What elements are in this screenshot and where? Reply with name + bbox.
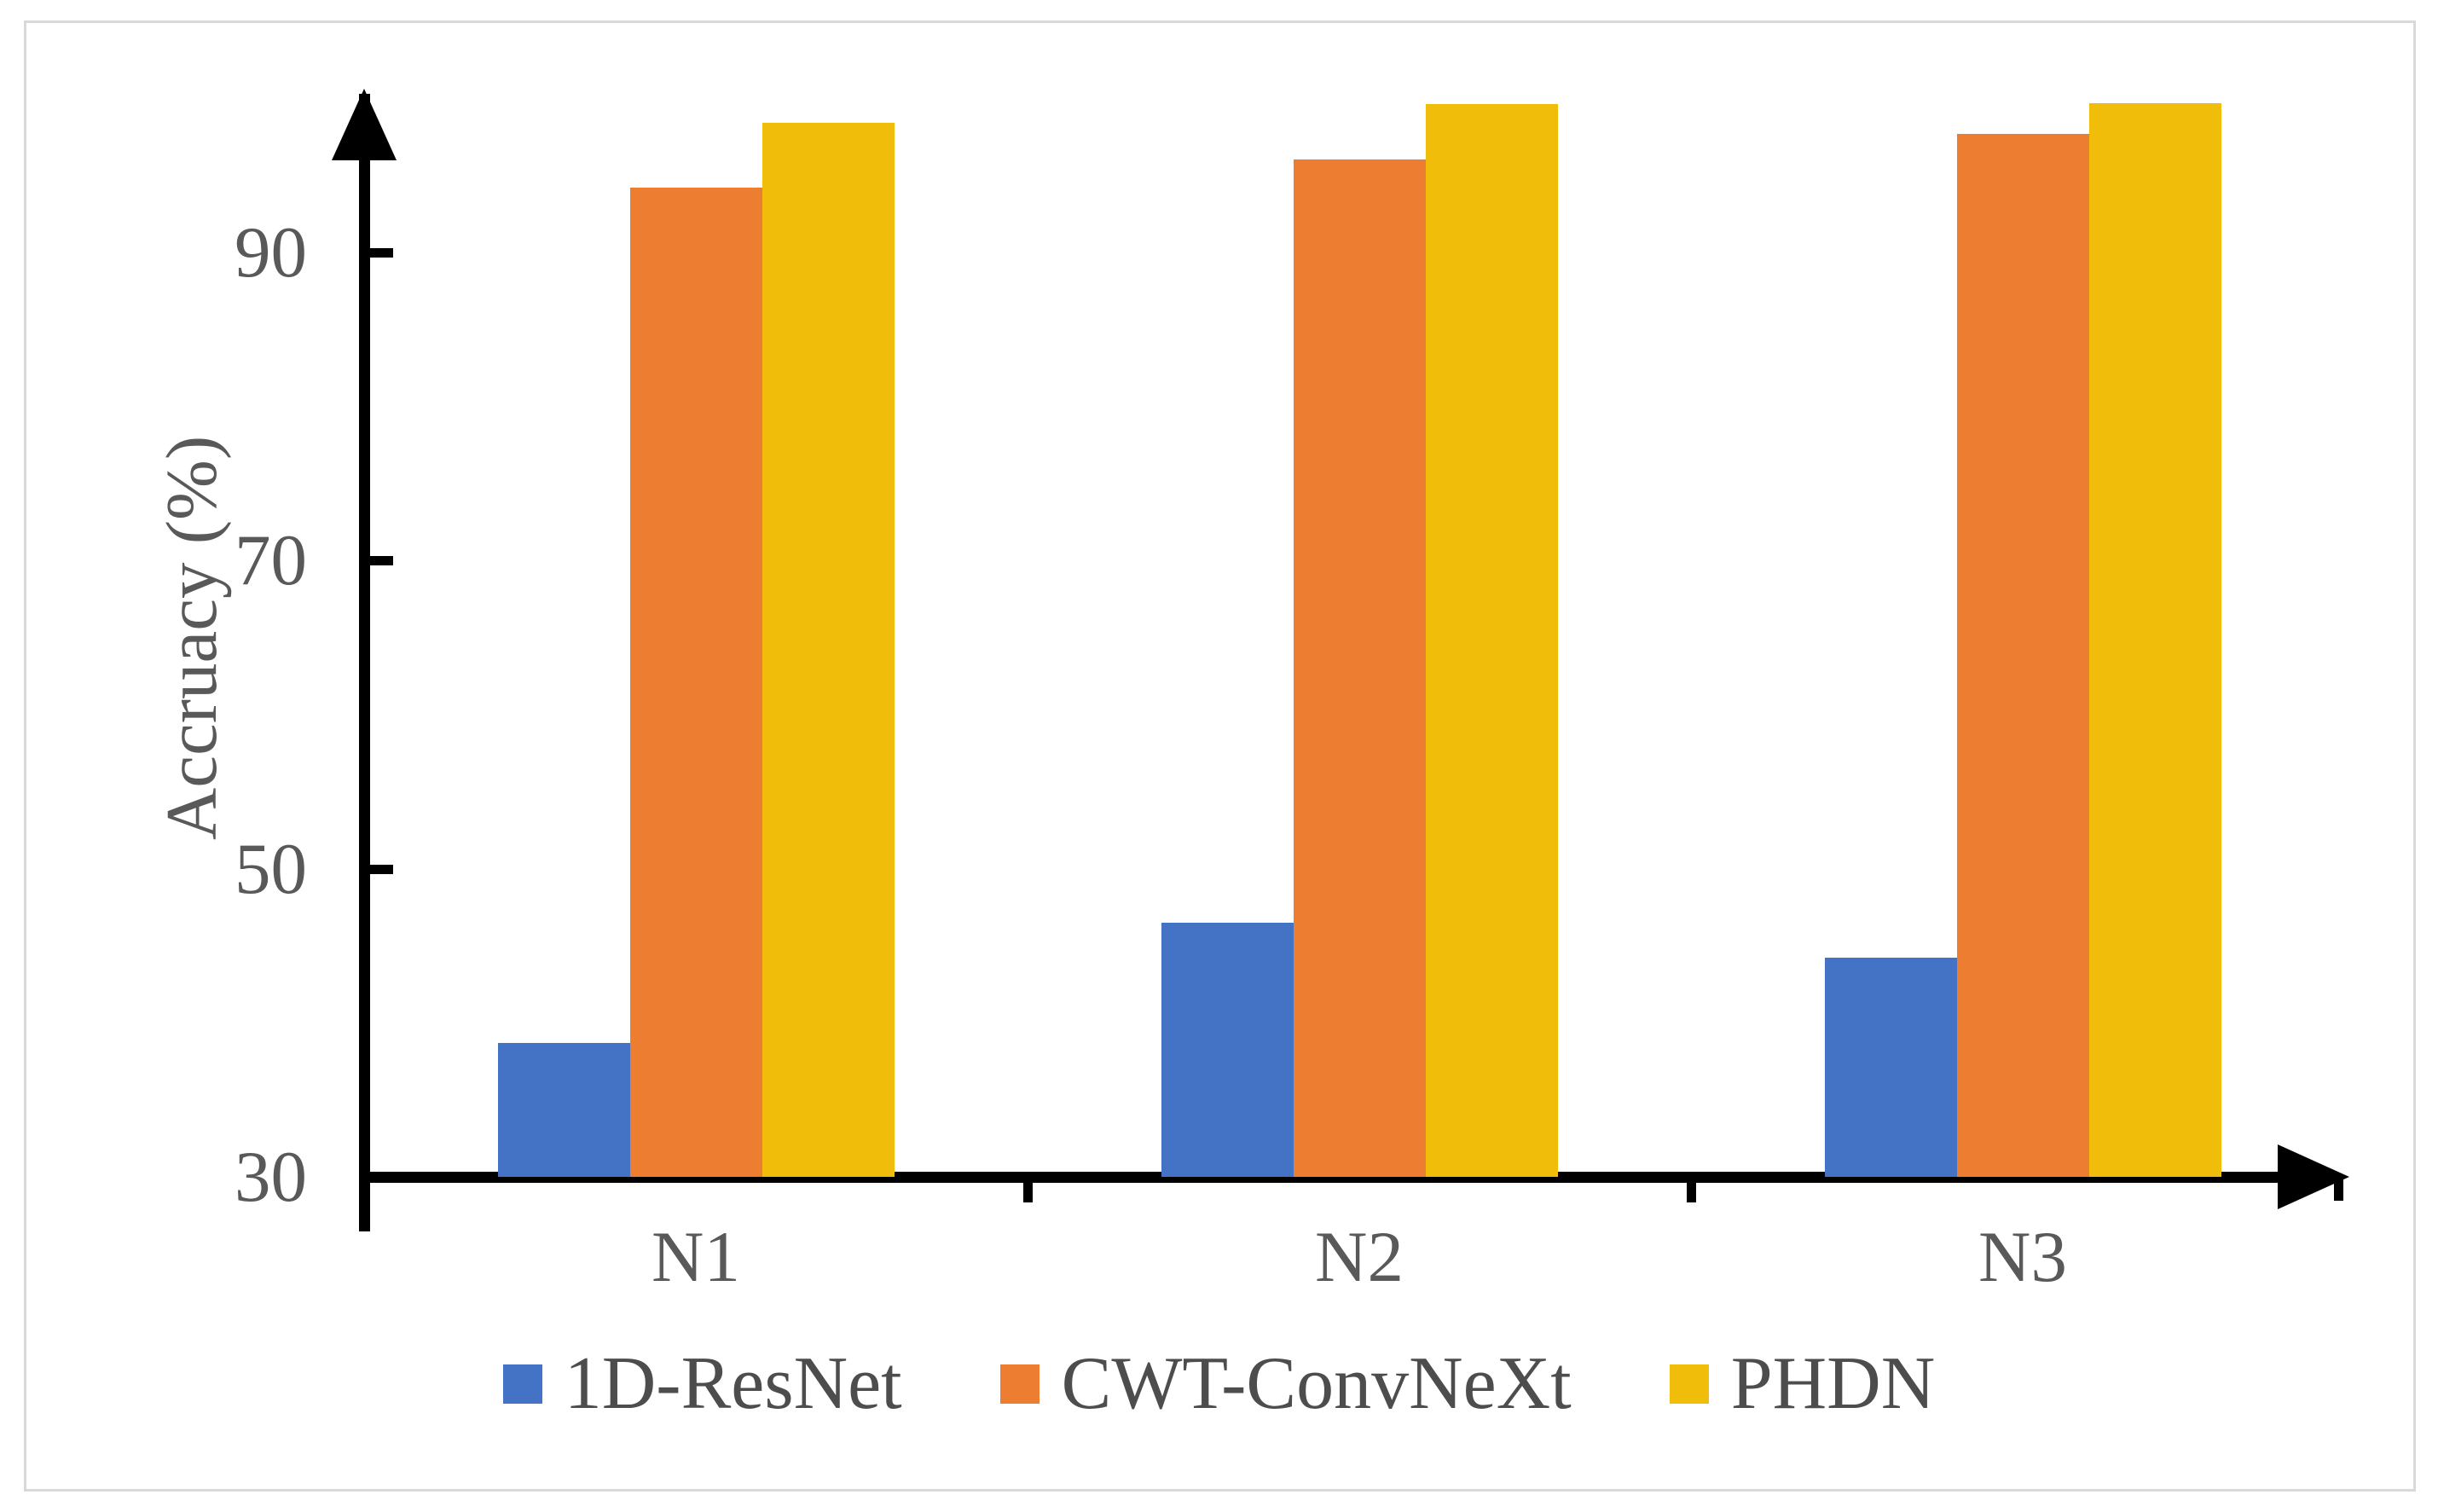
x-category-label-N1: N1 <box>651 1217 740 1297</box>
y-axis-line <box>359 94 370 1231</box>
x-boundary-tick <box>1687 1177 1696 1202</box>
bar-PHDN-N1 <box>762 123 895 1177</box>
y-tick-label: 90 <box>235 211 307 293</box>
y-tick-label: 50 <box>235 828 307 909</box>
legend-swatch-icon <box>502 1364 542 1404</box>
figure-frame <box>24 20 2416 1492</box>
bar-1D-ResNet-N1 <box>497 1042 630 1177</box>
x-category-label-N3: N3 <box>1978 1217 2067 1297</box>
bar-PHDN-N3 <box>2088 102 2221 1177</box>
legend-item-PHDN: PHDN <box>1669 1341 1936 1427</box>
y-tick-mark <box>364 864 393 874</box>
legend-label: 1D-ResNet <box>564 1342 902 1425</box>
bar-1D-ResNet-N2 <box>1161 922 1294 1177</box>
x-axis-end-tick <box>2334 1175 2343 1201</box>
y-axis-title: Accruacy (%) <box>152 435 232 841</box>
legend-label: PHDN <box>1730 1342 1936 1425</box>
x-category-label-N2: N2 <box>1315 1217 1404 1297</box>
legend: 1D-ResNet CWT-ConvNeXt PHDN <box>0 1341 2438 1427</box>
y-tick-label: 30 <box>235 1137 307 1217</box>
legend-swatch-icon <box>999 1364 1039 1404</box>
x-boundary-tick <box>1023 1177 1033 1202</box>
bar-1D-ResNet-N3 <box>1824 958 1957 1177</box>
y-tick-label: 70 <box>235 520 307 601</box>
y-tick-mark <box>364 247 393 258</box>
bar-CWT-ConvNeXt-N1 <box>629 187 762 1177</box>
bar-PHDN-N2 <box>1425 104 1558 1177</box>
legend-label: CWT-ConvNeXt <box>1061 1342 1572 1425</box>
bar-CWT-ConvNeXt-N3 <box>1956 133 2089 1177</box>
legend-swatch-icon <box>1669 1364 1709 1404</box>
legend-item-1D-ResNet: 1D-ResNet <box>502 1341 902 1427</box>
legend-item-CWT-ConvNeXt: CWT-ConvNeXt <box>999 1341 1572 1427</box>
y-axis-arrow-icon <box>332 89 397 160</box>
bar-CWT-ConvNeXt-N2 <box>1293 159 1426 1177</box>
y-tick-mark <box>364 556 393 566</box>
